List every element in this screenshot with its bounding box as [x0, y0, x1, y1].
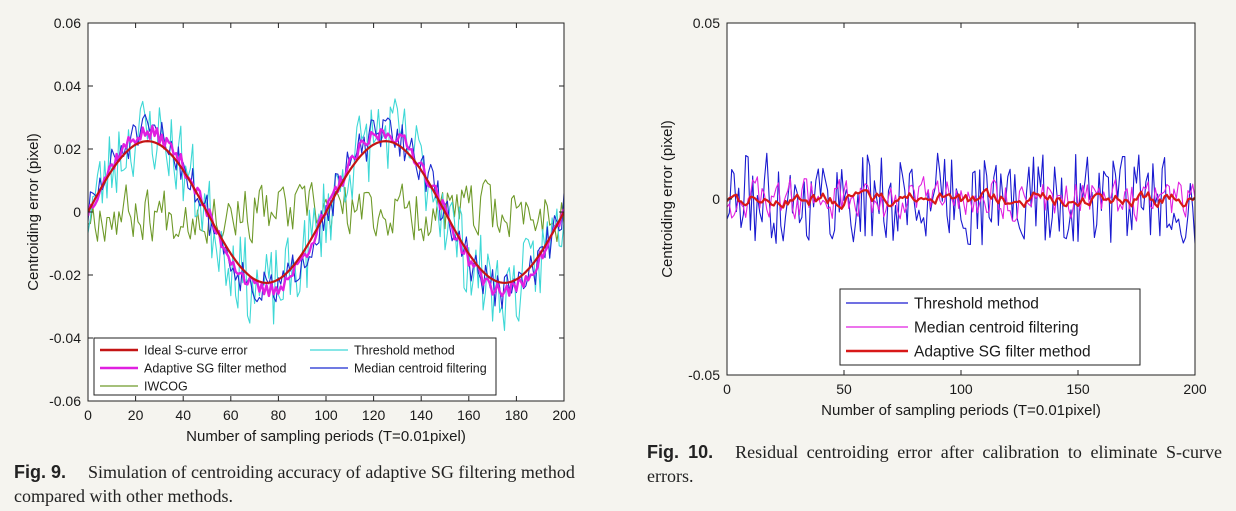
x-tick-label: 120	[362, 407, 386, 423]
y-tick-label: 0.04	[54, 78, 81, 94]
y-tick-label: 0	[712, 191, 720, 207]
x-tick-label: 160	[457, 407, 481, 423]
x-tick-label: 60	[223, 407, 239, 423]
x-axis-label: Number of sampling periods (T=0.01pixel)	[821, 402, 1101, 419]
fig10-caption-text: Residual centroiding error after calibra…	[647, 442, 1223, 486]
x-tick-label: 0	[723, 381, 731, 397]
legend-label: Median centroid filtering	[914, 320, 1079, 337]
y-tick-label: 0.02	[54, 141, 81, 157]
legend-label: Ideal S-curve error	[144, 344, 248, 358]
y-tick-label: 0.06	[54, 15, 81, 31]
y-axis-label: Centroiding error (pixel)	[25, 133, 42, 291]
series-line-median-centroid-filtering	[727, 176, 1195, 222]
x-tick-label: 80	[271, 407, 287, 423]
x-tick-label: 180	[505, 407, 529, 423]
fig9-caption-label: Fig. 9.	[14, 462, 67, 482]
y-tick-label: -0.06	[49, 393, 81, 409]
legend-label: Median centroid filtering	[354, 362, 487, 376]
series-line-iwcog	[88, 179, 564, 244]
x-tick-label: 0	[84, 407, 92, 423]
chart-1: 0 20 40 60 80 100 120 140 160 180 200 -0.06 -0.04 -0.…	[25, 15, 576, 445]
x-axis-label: Number of sampling periods (T=0.01pixel)	[186, 428, 466, 445]
series-group	[727, 152, 1195, 246]
x-tick-label: 150	[1066, 381, 1090, 397]
y-axis-label: Centroiding error (pixel)	[659, 120, 676, 278]
fig9-caption-text: Simulation of centroiding accuracy of ad…	[14, 462, 575, 506]
legend-label: IWCOG	[144, 380, 188, 394]
x-tick-label: 200	[552, 407, 576, 423]
legend-label: Adaptive SG filter method	[914, 344, 1091, 361]
y-tick-label: -0.02	[49, 267, 81, 283]
x-tick-label: 20	[128, 407, 144, 423]
legend-label: Threshold method	[354, 344, 455, 358]
x-tick-label: 200	[1183, 381, 1207, 397]
series-line-ideal-s-curve-error	[88, 140, 564, 284]
x-tick-label: 50	[836, 381, 852, 397]
fig9-caption: Fig. 9. Simulation of centroiding accurac…	[14, 460, 614, 508]
legend-label: Threshold method	[914, 296, 1039, 313]
fig10-caption-label: Fig. 10.	[647, 442, 714, 462]
series-line-adaptive-sg-filter-method	[727, 187, 1195, 210]
series-line-threshold-method	[88, 98, 564, 331]
legend-box	[93, 337, 497, 396]
y-tick-label: 0.05	[693, 15, 720, 31]
y-tick-label: -0.05	[688, 367, 720, 383]
series-group	[88, 98, 564, 331]
x-tick-label: 40	[175, 407, 191, 423]
fig10-caption: Fig. 10. Residual centroiding error after…	[647, 440, 1222, 488]
x-tick-label: 140	[410, 407, 434, 423]
legend-label: Adaptive SG filter method	[144, 362, 286, 376]
y-tick-label: 0	[73, 204, 81, 220]
x-tick-label: 100	[314, 407, 338, 423]
x-tick-label: 100	[949, 381, 973, 397]
y-tick-label: -0.04	[49, 330, 81, 346]
